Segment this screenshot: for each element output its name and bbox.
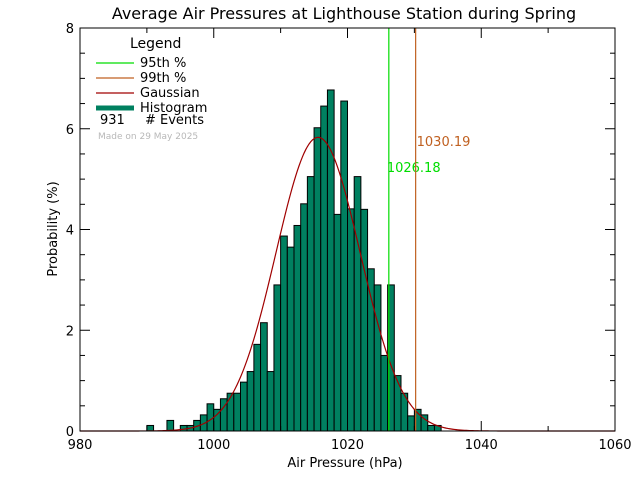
histogram-bar: [300, 203, 308, 432]
histogram-bar: [233, 392, 241, 432]
x-axis-label: Air Pressure (hPa): [287, 456, 402, 471]
histogram-bar: [367, 268, 375, 432]
histogram-bar: [326, 89, 335, 432]
legend-entry-label: Gaussian: [140, 86, 200, 101]
histogram-bar: [179, 424, 188, 432]
histogram-bar: [146, 424, 155, 432]
percentile-label: 1030.19: [417, 135, 471, 150]
histogram-bar: [333, 213, 342, 432]
histogram-bar: [340, 100, 348, 432]
plot-area: 1026.18 1030.19: [80, 28, 615, 432]
histogram-bar: [320, 105, 328, 432]
x-tick-label: 1060: [598, 438, 631, 453]
legend-title: Legend: [130, 36, 181, 52]
made-on-note: Made on 29 May 2025: [98, 132, 198, 142]
histogram-bar: [360, 208, 369, 432]
legend-events-count: 931: [100, 113, 125, 128]
histogram-bar: [246, 371, 255, 432]
x-tick-label: 1040: [465, 438, 498, 453]
histogram-bar: [347, 208, 355, 432]
histogram-bar: [253, 343, 262, 432]
y-tick-label: 0: [66, 425, 74, 440]
histogram-bar: [373, 284, 382, 432]
legend-entry-label: Histogram: [140, 101, 207, 116]
percentile-label: 1026.18: [387, 161, 441, 176]
histogram-bar: [380, 354, 389, 432]
histogram-bar: [240, 381, 248, 432]
y-tick-label: 4: [66, 224, 74, 239]
histogram-bar: [293, 224, 302, 432]
histogram-bar: [266, 371, 275, 432]
histogram-bar: [286, 246, 295, 432]
legend-entry-label: 99th %: [140, 71, 186, 86]
histogram-bar: [407, 415, 415, 432]
chart-title: Average Air Pressures at Lighthouse Stat…: [112, 4, 576, 23]
x-tick-label: 1020: [331, 438, 364, 453]
y-tick-label: 2: [66, 324, 74, 339]
histogram-bar: [260, 322, 268, 432]
histogram-bar: [306, 176, 315, 432]
x-tick-label: 1000: [197, 438, 230, 453]
histogram-bar: [427, 424, 435, 432]
histogram-bar: [273, 284, 282, 432]
legend-events-label: # Events: [145, 113, 204, 128]
y-axis-label: Probability (%): [46, 181, 61, 276]
histogram-bar: [353, 176, 362, 432]
legend-entry-label: 95th %: [140, 56, 186, 71]
histogram-bar: [166, 419, 175, 432]
y-tick-label: 8: [66, 22, 74, 37]
x-tick-label: 980: [68, 438, 93, 453]
y-tick-label: 6: [66, 123, 74, 138]
histogram-bar: [313, 127, 322, 432]
axes: 980 1000 1020 1040 1060 0 2 4 6 8: [66, 22, 632, 453]
histogram-bar: [280, 235, 288, 432]
histogram-bar: [226, 392, 235, 432]
histogram-bar: [393, 375, 402, 432]
